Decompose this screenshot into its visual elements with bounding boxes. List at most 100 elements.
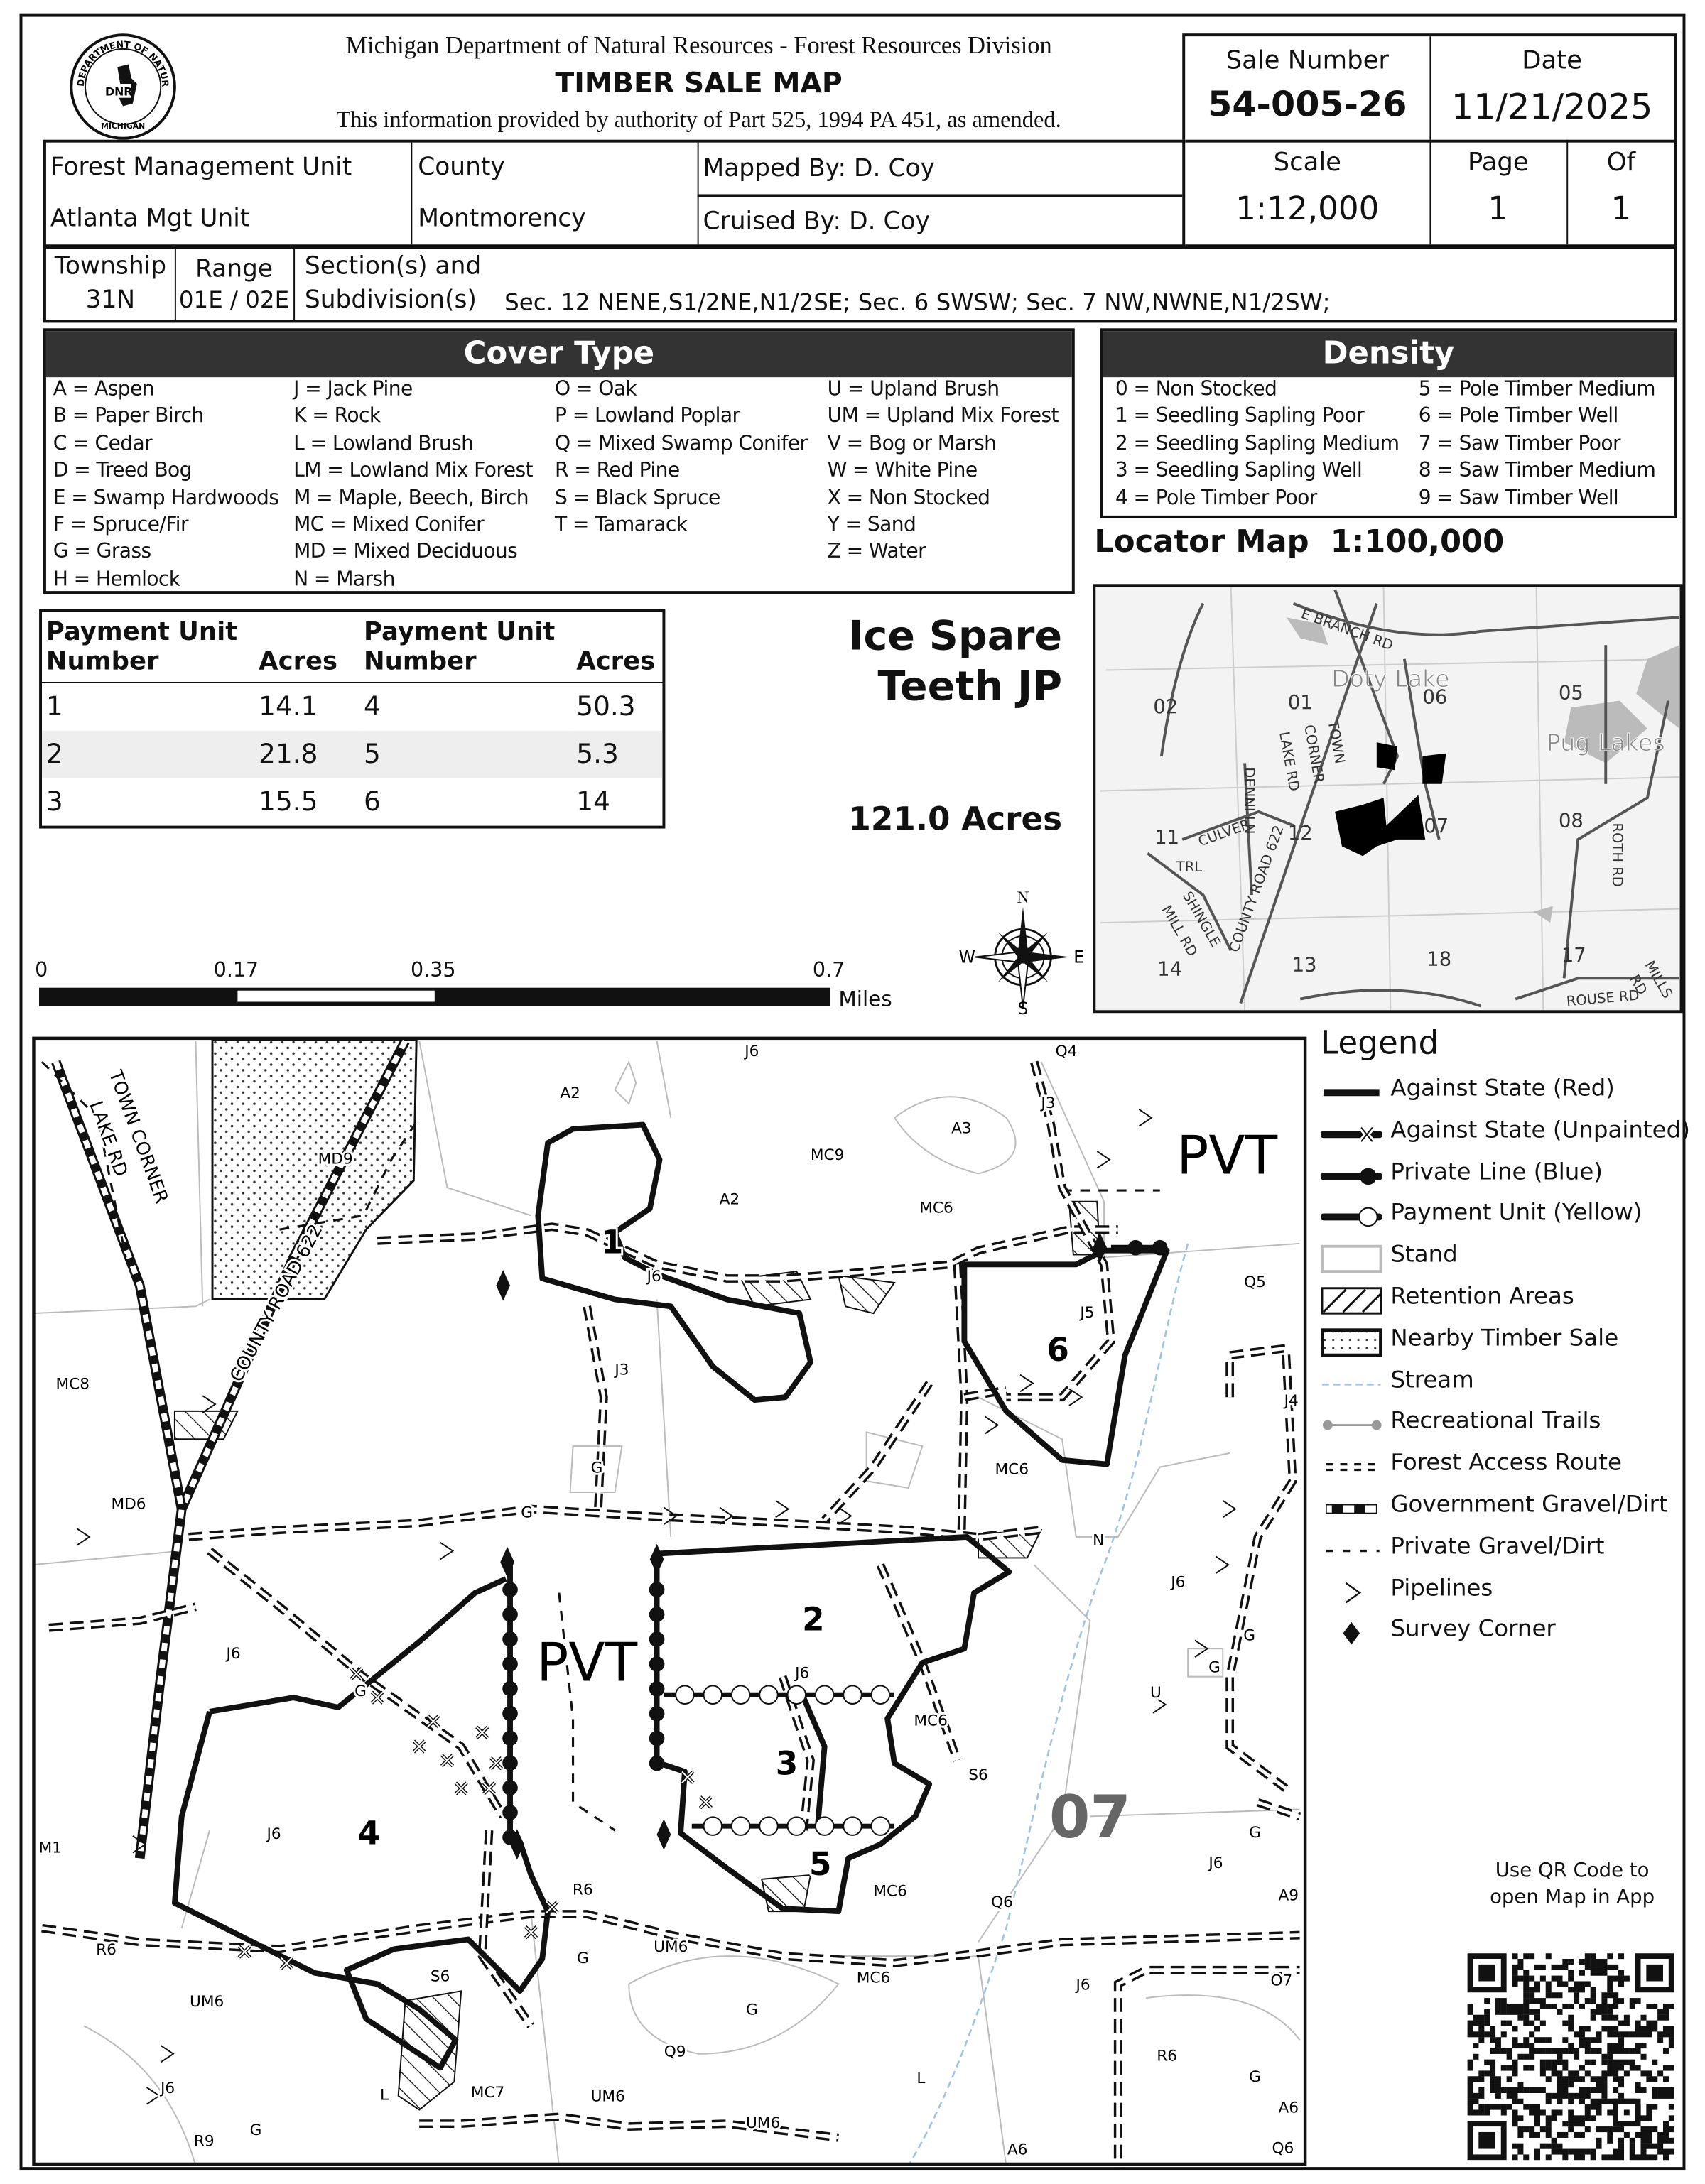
stand-label: R6 — [1157, 2048, 1177, 2065]
unit-info-box: Forest Management Unit Atlanta Mgt Unit … — [43, 139, 1186, 248]
legend-item: Nearby Timber Sale — [1321, 1322, 1684, 1364]
section-line — [1105, 658, 1679, 671]
township-value: 31N — [85, 286, 136, 315]
locator-label: 07 — [1424, 815, 1449, 837]
road — [1147, 852, 1233, 952]
legend-label: Private Gravel/Dirt — [1390, 1532, 1605, 1559]
table-cell: 21.8 — [254, 730, 360, 778]
payment-unit-label-3: 3 — [776, 1744, 798, 1782]
stand-label: J6 — [1169, 1574, 1185, 1592]
locator-label: 02 — [1153, 696, 1178, 718]
stand-label: S6 — [431, 1967, 450, 1985]
density-entry: 4 = Pole Timber Poor — [1115, 487, 1317, 510]
legend-item: Stream — [1321, 1363, 1684, 1405]
retention-area — [838, 1274, 896, 1315]
forest-access-route — [207, 1547, 507, 1819]
cover-type-entry: B = Paper Birch — [53, 406, 204, 428]
stand-label: G — [250, 2121, 262, 2139]
pipeline-icon — [1096, 1151, 1111, 1169]
stand-label: R6 — [96, 1941, 117, 1959]
forest-access-route — [953, 1264, 969, 1538]
survey-corner-icon — [656, 1819, 671, 1850]
locator-label: 12 — [1288, 822, 1313, 844]
locator-label: CULVER — [1196, 816, 1252, 850]
stand-label: G — [1208, 1659, 1220, 1677]
government-gravel-road — [134, 1038, 410, 1859]
forest-access-route — [583, 1305, 608, 1509]
private-line-dot — [1152, 1239, 1168, 1256]
payment-unit-marker — [786, 1685, 807, 1705]
locator-label: TOWN — [1324, 719, 1348, 765]
timber-sale-map: J6 Q4 A2 J3 A3 MD9 MC9 A2 MC6 J6 Q5 J5 J3 MC8 J4 MC6 G MD… — [32, 1036, 1307, 2166]
payment-unit-label-2: 2 — [802, 1601, 824, 1639]
cover-type-entry: LM = Lowland Mix Forest — [293, 460, 533, 483]
legend-item: Private Line (Blue) — [1321, 1155, 1684, 1197]
legend-label: Pipelines — [1390, 1574, 1493, 1601]
pipeline-icon — [1068, 1388, 1083, 1406]
svg-text:MICHIGAN: MICHIGAN — [101, 121, 145, 131]
pipeline-icon — [132, 1835, 147, 1854]
stand-label: M1 — [39, 1840, 62, 1857]
payment-unit-label-4: 4 — [358, 1815, 380, 1852]
stand-label: Q5 — [1244, 1273, 1266, 1291]
sections-value: Sec. 12 NENE,S1/2NE,N1/2SE; Sec. 6 SWSW;… — [504, 289, 1331, 316]
against-state-unpainted-mark-inner — [489, 1757, 502, 1770]
cover-type-entry: U = Upland Brush — [827, 379, 1000, 401]
stand-boundary — [83, 2025, 197, 2166]
table-cell: 5.3 — [572, 730, 663, 778]
pipeline-icon — [1215, 1555, 1230, 1574]
locator-label: ROUSE RD — [1566, 987, 1640, 1010]
dnr-logo: DEPARTMENT OF NATURAL RESOURCES MICHIGAN… — [67, 31, 176, 140]
road — [1562, 700, 1670, 979]
stand-label: MC6 — [995, 1460, 1029, 1478]
table-cell: 3 — [45, 786, 63, 817]
scale-label: Scale — [1273, 148, 1341, 178]
locator-title-text: Locator Map — [1094, 525, 1309, 560]
stand-label: N — [1093, 1532, 1104, 1550]
cover-type-entry: H = Hemlock — [53, 568, 180, 591]
private-line-dot — [502, 1582, 518, 1597]
private-line-dot — [649, 1705, 665, 1722]
private-line-dot — [502, 1755, 518, 1771]
mapped-by-label: Mapped By: — [703, 155, 847, 183]
cover-type-entry: R = Red Pine — [554, 460, 680, 483]
legend-item: Government Gravel/Dirt — [1321, 1488, 1684, 1530]
road — [1181, 810, 1294, 841]
fmu-label: Forest Management Unit — [50, 153, 352, 182]
payment-unit-marker — [870, 1816, 891, 1836]
authority-note: This information provided by authority o… — [336, 106, 1061, 133]
legend-item: Recreational Trails — [1321, 1405, 1684, 1447]
stand-boundary — [656, 1299, 672, 1537]
pipeline-icon — [663, 1506, 678, 1526]
qr-code[interactable] — [1467, 1953, 1674, 2161]
payment-unit-marker — [786, 1816, 807, 1836]
retention-area — [760, 1874, 812, 1913]
stand-label: J6 — [1207, 1854, 1223, 1872]
cover-type-entry: V = Bog or Marsh — [827, 433, 997, 455]
stand-label: A9 — [1278, 1886, 1299, 1904]
table-cell: 14.1 — [259, 691, 318, 723]
density-title: Density — [1103, 331, 1674, 378]
cover-type-entry: MC = Mixed Conifer — [293, 514, 485, 537]
against-state-unpainted-mark-inner — [455, 1782, 467, 1795]
range-value: 01E / 02E — [178, 286, 290, 313]
locator-label: 05 — [1559, 683, 1584, 705]
private-gravel-road — [279, 1117, 421, 1231]
black-white-dashed-line-icon — [1326, 1504, 1377, 1514]
against-state-unpainted-mark-inner — [280, 1957, 293, 1970]
locator-label: LAKE RD — [1276, 730, 1302, 792]
against-state-unpainted-mark-inner — [524, 1926, 538, 1939]
against-state-unpainted-mark-inner — [699, 1796, 713, 1809]
density-entry: 3 = Seedling Sapling Well — [1115, 460, 1363, 483]
payment-unit-marker — [703, 1685, 723, 1705]
date-label: Date — [1522, 45, 1582, 76]
qr-caption-line-2: open Map in App — [1490, 1886, 1655, 1909]
survey-corner-icon — [649, 1543, 664, 1575]
payment-unit-marker — [675, 1685, 695, 1705]
private-line-dot — [502, 1780, 518, 1795]
payment-unit-label-6: 6 — [1046, 1331, 1068, 1369]
stand-boundary — [1145, 1994, 1301, 2041]
cover-type-entry: A = Aspen — [53, 379, 155, 401]
cover-type-entry: W = White Pine — [827, 460, 978, 483]
stand-label: O7 — [1271, 1972, 1293, 1989]
